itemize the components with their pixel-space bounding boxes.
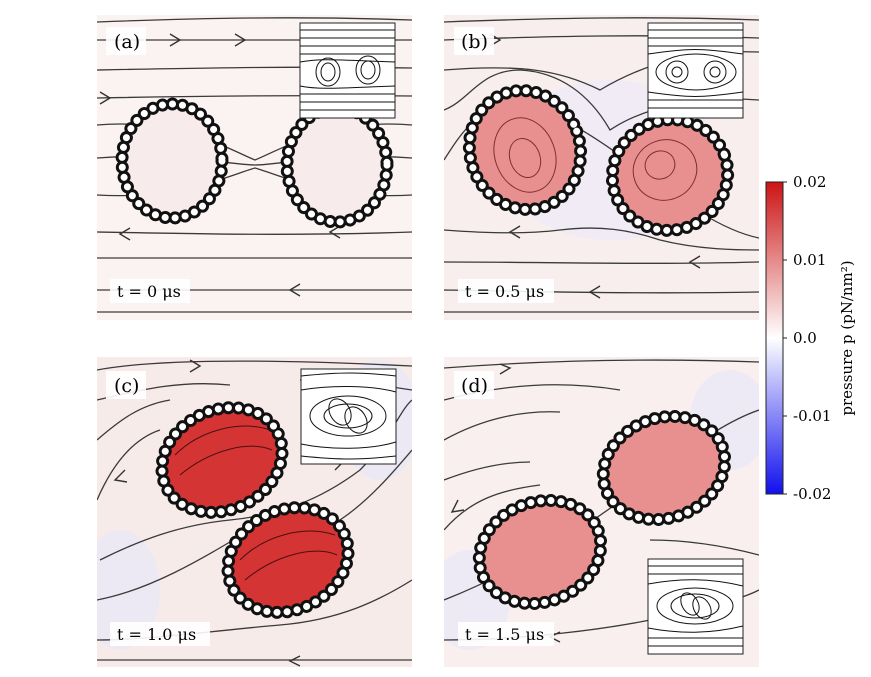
colorbar: 0.02 0.01 0.0 -0.01 -0.02 pressure p (pN… (765, 173, 856, 503)
panel-a-label: (a) (114, 31, 140, 53)
panel-d: (d) t = 1.5 μs (444, 357, 759, 667)
panel-c: (c) t = 1.0 μs (97, 357, 412, 667)
colorbar-tick-label: 0.01 (793, 251, 826, 269)
colorbar-tick-label: 0.02 (793, 173, 826, 191)
panel-c-cells (155, 401, 355, 619)
panel-b: (b) t = 0.5 μs (444, 15, 759, 320)
colorbar-tick-label: -0.01 (793, 407, 831, 425)
panel-a-streamlines (97, 17, 412, 313)
panel-a-cells (115, 97, 394, 229)
colorbar-title: pressure p (pN/nm²) (838, 260, 856, 415)
colorbar-tick-label: -0.02 (793, 485, 831, 503)
panel-b-time: t = 0.5 μs (465, 282, 544, 301)
colorbar-tick-label: 0.0 (793, 329, 817, 347)
panel-c-label: (c) (114, 375, 139, 397)
panel-a: (a) t = 0 μs (97, 15, 412, 320)
panel-a-inset (299, 22, 396, 119)
panel-d-cells (472, 409, 732, 611)
panel-b-cells (462, 84, 735, 237)
panel-c-inset (300, 368, 397, 465)
panel-b-label: (b) (461, 31, 488, 53)
panel-a-time: t = 0 μs (117, 282, 181, 301)
panel-d-time: t = 1.5 μs (465, 625, 544, 644)
panel-b-inset (647, 22, 744, 119)
panel-d-label: (d) (461, 375, 488, 397)
panel-c-time: t = 1.0 μs (117, 625, 196, 644)
panel-d-inset (647, 558, 744, 655)
colorbar-gradient (765, 181, 784, 495)
